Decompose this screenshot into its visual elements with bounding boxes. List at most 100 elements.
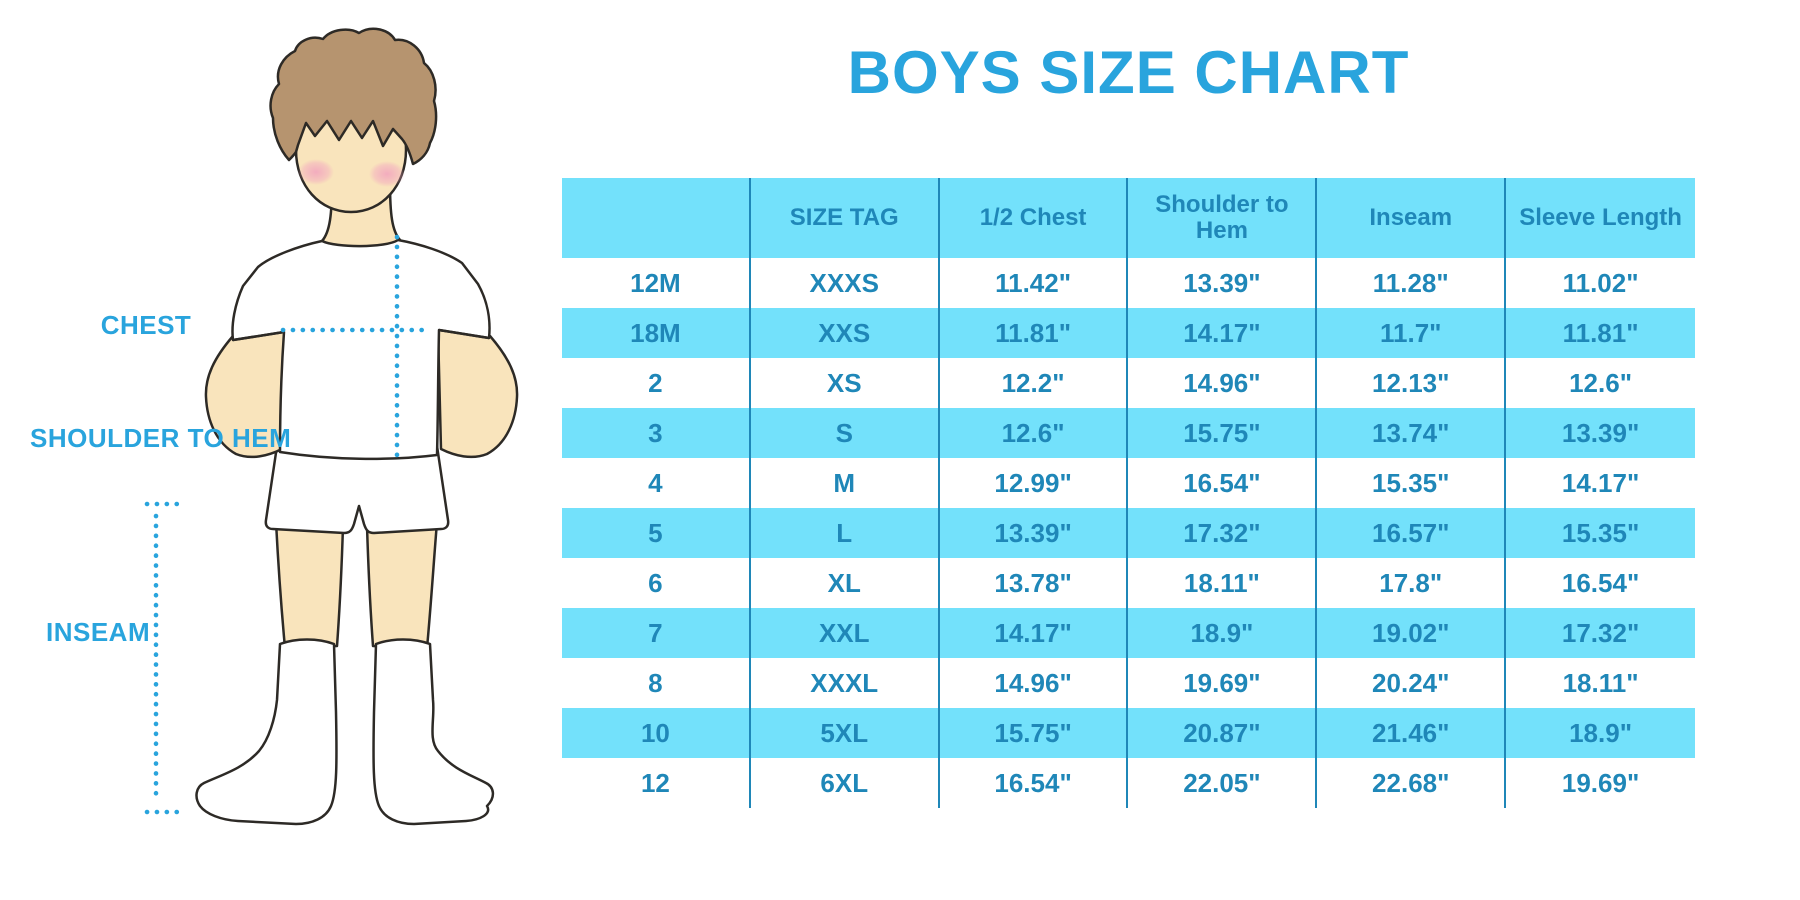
boy-left-leg [274, 520, 345, 650]
data-cell: XS [751, 358, 940, 408]
row-size-cell: 6 [562, 558, 751, 608]
data-cell: 19.69" [1128, 658, 1318, 708]
data-cell: 11.42" [940, 258, 1129, 308]
data-cell: 12.99" [940, 458, 1129, 508]
row-size-cell: 10 [562, 708, 751, 758]
data-cell: 15.35" [1561, 517, 1640, 548]
table-row: 5 L 13.39" 17.32" 16.57" 15.35" [562, 508, 1695, 558]
data-cell: 17.8" [1317, 558, 1507, 608]
table-row: 6 XL 13.78" 18.11" 17.8" 16.54" [562, 558, 1695, 608]
data-cell: 18.9" [1569, 717, 1633, 748]
data-cell: M [751, 458, 940, 508]
header-cell: Inseam [1317, 178, 1507, 258]
boy-right-arm [436, 328, 519, 459]
table-row: 12M XXXS 11.42" 13.39" 11.28" 11.02" [562, 258, 1695, 308]
table-row: 4 M 12.99" 16.54" 15.35" 14.17" [562, 458, 1695, 508]
table-row: 12 6XL 16.54" 22.05" 22.68" 19.69" [562, 758, 1695, 808]
header-cell: SIZE TAG [751, 178, 940, 258]
data-cell: 22.68" [1317, 758, 1507, 808]
data-cell: 12.13" [1317, 358, 1507, 408]
boy-blush-left [298, 159, 334, 185]
data-cell: 20.87" [1128, 708, 1318, 758]
data-cell: S [751, 408, 940, 458]
data-cell: L [751, 508, 940, 558]
size-table: SIZE TAG 1/2 Chest Shoulder to Hem Inseam Sl… [562, 178, 1695, 808]
data-cell: XL [751, 558, 940, 608]
row-size-cell: 5 [562, 508, 751, 558]
data-cell: 20.24" [1317, 658, 1507, 708]
data-cell: 14.96" [940, 658, 1129, 708]
boy-hair [269, 27, 438, 166]
boy-shorts [264, 444, 450, 535]
row-size-cell: 2 [562, 358, 751, 408]
data-cell: 11.81" [940, 308, 1129, 358]
boy-left-sleeve-hem-line [232, 330, 285, 342]
table-row: 18M XXS 11.81" 14.17" 11.7" 11.81" [562, 308, 1695, 358]
data-cell: 11.02" [1562, 267, 1639, 298]
data-cell: XXXL [751, 658, 940, 708]
data-cell: 12.2" [940, 358, 1129, 408]
data-cell: 17.32" [1128, 508, 1318, 558]
table-row: 7 XXL 14.17" 18.9" 19.02" 17.32" [562, 608, 1695, 658]
table-body: 12M XXXS 11.42" 13.39" 11.28" 11.02" 18M XXS 11.… [562, 258, 1695, 808]
table-row: 2 XS 12.2" 14.96" 12.13" 12.6" [562, 358, 1695, 408]
data-cell: 21.46" [1317, 708, 1507, 758]
data-cell: 16.54" [1561, 567, 1640, 598]
data-cell: 13.39" [1128, 258, 1318, 308]
data-cell: XXS [751, 308, 940, 358]
table-header-row: SIZE TAG 1/2 Chest Shoulder to Hem Inseam Sl… [562, 178, 1695, 258]
row-size-cell: 8 [562, 658, 751, 708]
boy-left-arm [204, 328, 287, 459]
data-cell: 17.32" [1561, 617, 1640, 648]
data-cell: 14.96" [1128, 358, 1318, 408]
chest-label: CHEST [100, 310, 192, 340]
data-cell: 11.7" [1317, 308, 1507, 358]
table-row: 3 S 12.6" 15.75" 13.74" 13.39" [562, 408, 1695, 458]
data-cell: XXL [751, 608, 940, 658]
row-size-cell: 3 [562, 408, 751, 458]
row-size-cell: 4 [562, 458, 751, 508]
table-row: 10 5XL 15.75" 20.87" 21.46" 18.9" [562, 708, 1695, 758]
data-cell: 14.17" [1561, 467, 1640, 498]
shoulder-to-hem-label: SHOULDER TO HEM [30, 423, 292, 453]
data-cell: 11.81" [1562, 317, 1639, 348]
data-cell: 15.75" [1128, 408, 1318, 458]
boy-blush-right [369, 161, 405, 187]
data-cell: 14.17" [1128, 308, 1318, 358]
data-cell: 18.9" [1128, 608, 1318, 658]
data-cell: 13.74" [1317, 408, 1507, 458]
data-cell: 11.28" [1317, 258, 1507, 308]
data-cell: 12.6" [1569, 367, 1633, 398]
data-cell: 16.54" [1128, 458, 1318, 508]
data-cell: 16.57" [1317, 508, 1507, 558]
data-cell: 16.54" [940, 758, 1129, 808]
row-size-cell: 12M [562, 258, 751, 308]
inseam-label: INSEAM [46, 617, 151, 647]
table-row: 8 XXXL 14.96" 19.69" 20.24" 18.11" [562, 658, 1695, 708]
data-cell: 18.11" [1128, 558, 1318, 608]
header-cell: Sleeve Length [1519, 203, 1682, 231]
header-cell: 1/2 Chest [940, 178, 1129, 258]
data-cell: 19.69" [1561, 767, 1640, 798]
data-cell: 22.05" [1128, 758, 1318, 808]
boy-shirt [231, 238, 491, 461]
data-cell: 15.35" [1317, 458, 1507, 508]
boy-measurement-illustration [144, 27, 519, 826]
data-cell: 6XL [751, 758, 940, 808]
data-cell: 14.17" [940, 608, 1129, 658]
data-cell: 13.39" [940, 508, 1129, 558]
row-size-cell: 12 [562, 758, 751, 808]
boy-right-sock [372, 638, 495, 826]
header-cell [562, 178, 751, 258]
boy-left-sock [195, 638, 338, 826]
row-size-cell: 18M [562, 308, 751, 358]
boy-right-sleeve-hem-line [438, 328, 490, 340]
data-cell: 19.02" [1317, 608, 1507, 658]
data-cell: 13.78" [940, 558, 1129, 608]
data-cell: 15.75" [940, 708, 1129, 758]
data-cell: XXXS [751, 258, 940, 308]
data-cell: 18.11" [1562, 667, 1639, 698]
row-size-cell: 7 [562, 608, 751, 658]
data-cell: 12.6" [940, 408, 1129, 458]
